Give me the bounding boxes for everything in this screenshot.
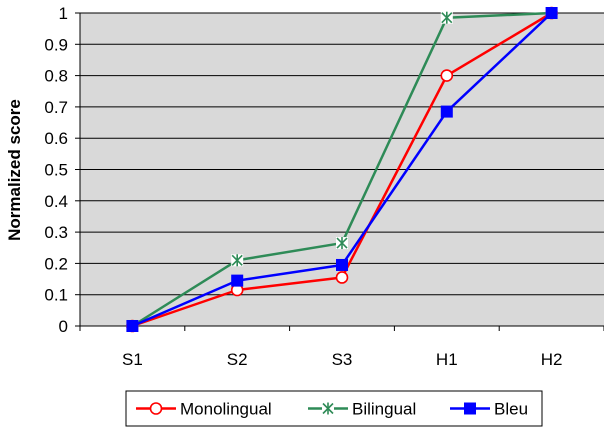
x-tick-label: S3 xyxy=(332,350,353,369)
gridlines xyxy=(75,12,604,327)
y-tick-label: 0.4 xyxy=(44,192,68,211)
data-point xyxy=(149,402,163,415)
legend-label: Bilingual xyxy=(352,400,416,419)
data-point xyxy=(464,402,476,415)
legend: Monolingual Bilingual Bleu xyxy=(125,390,543,427)
y-tick-label: 1 xyxy=(59,4,68,23)
x-tick-label: S2 xyxy=(227,350,248,369)
y-axis-title: Normalized score xyxy=(5,99,24,241)
legend-label: Bleu xyxy=(494,400,528,419)
y-tick-label: 0.3 xyxy=(44,223,68,242)
y-tick-label: 0.1 xyxy=(44,286,68,305)
data-point xyxy=(440,105,453,118)
y-tick-label: 0.2 xyxy=(44,254,68,273)
y-tick-label: 0.5 xyxy=(44,161,68,180)
legend-entry: Bleu xyxy=(450,400,528,419)
y-tick-label: 0.8 xyxy=(44,67,68,86)
data-point xyxy=(322,402,334,415)
series-group xyxy=(126,6,558,333)
data-point xyxy=(440,69,454,82)
x-tick-labels: S1 S2 S3 H1 H2 xyxy=(122,350,562,369)
data-point xyxy=(335,271,349,284)
axes xyxy=(79,13,604,331)
data-point xyxy=(336,258,348,271)
x-tick-label: H2 xyxy=(541,350,563,369)
data-point xyxy=(545,7,558,19)
y-tick-label: 0.9 xyxy=(44,35,68,54)
y-tick-label: 0 xyxy=(59,317,68,336)
data-point xyxy=(440,11,453,24)
x-tick-label: S1 xyxy=(122,350,143,369)
legend-label: Monolingual xyxy=(180,400,272,419)
y-tick-labels: 0 0.1 0.2 0.3 0.4 0.5 0.6 0.7 0.8 0.9 1 xyxy=(44,4,68,336)
data-point xyxy=(336,237,348,250)
y-tick-label: 0.7 xyxy=(44,98,68,117)
legend-entry: Monolingual xyxy=(136,400,272,419)
y-tick-label: 0.6 xyxy=(44,129,68,148)
data-point xyxy=(126,320,139,332)
data-point xyxy=(231,274,244,287)
series-bleu xyxy=(126,7,558,332)
x-tick-label: H1 xyxy=(436,350,458,369)
data-point xyxy=(231,254,244,267)
legend-entry: Bilingual xyxy=(308,400,416,419)
